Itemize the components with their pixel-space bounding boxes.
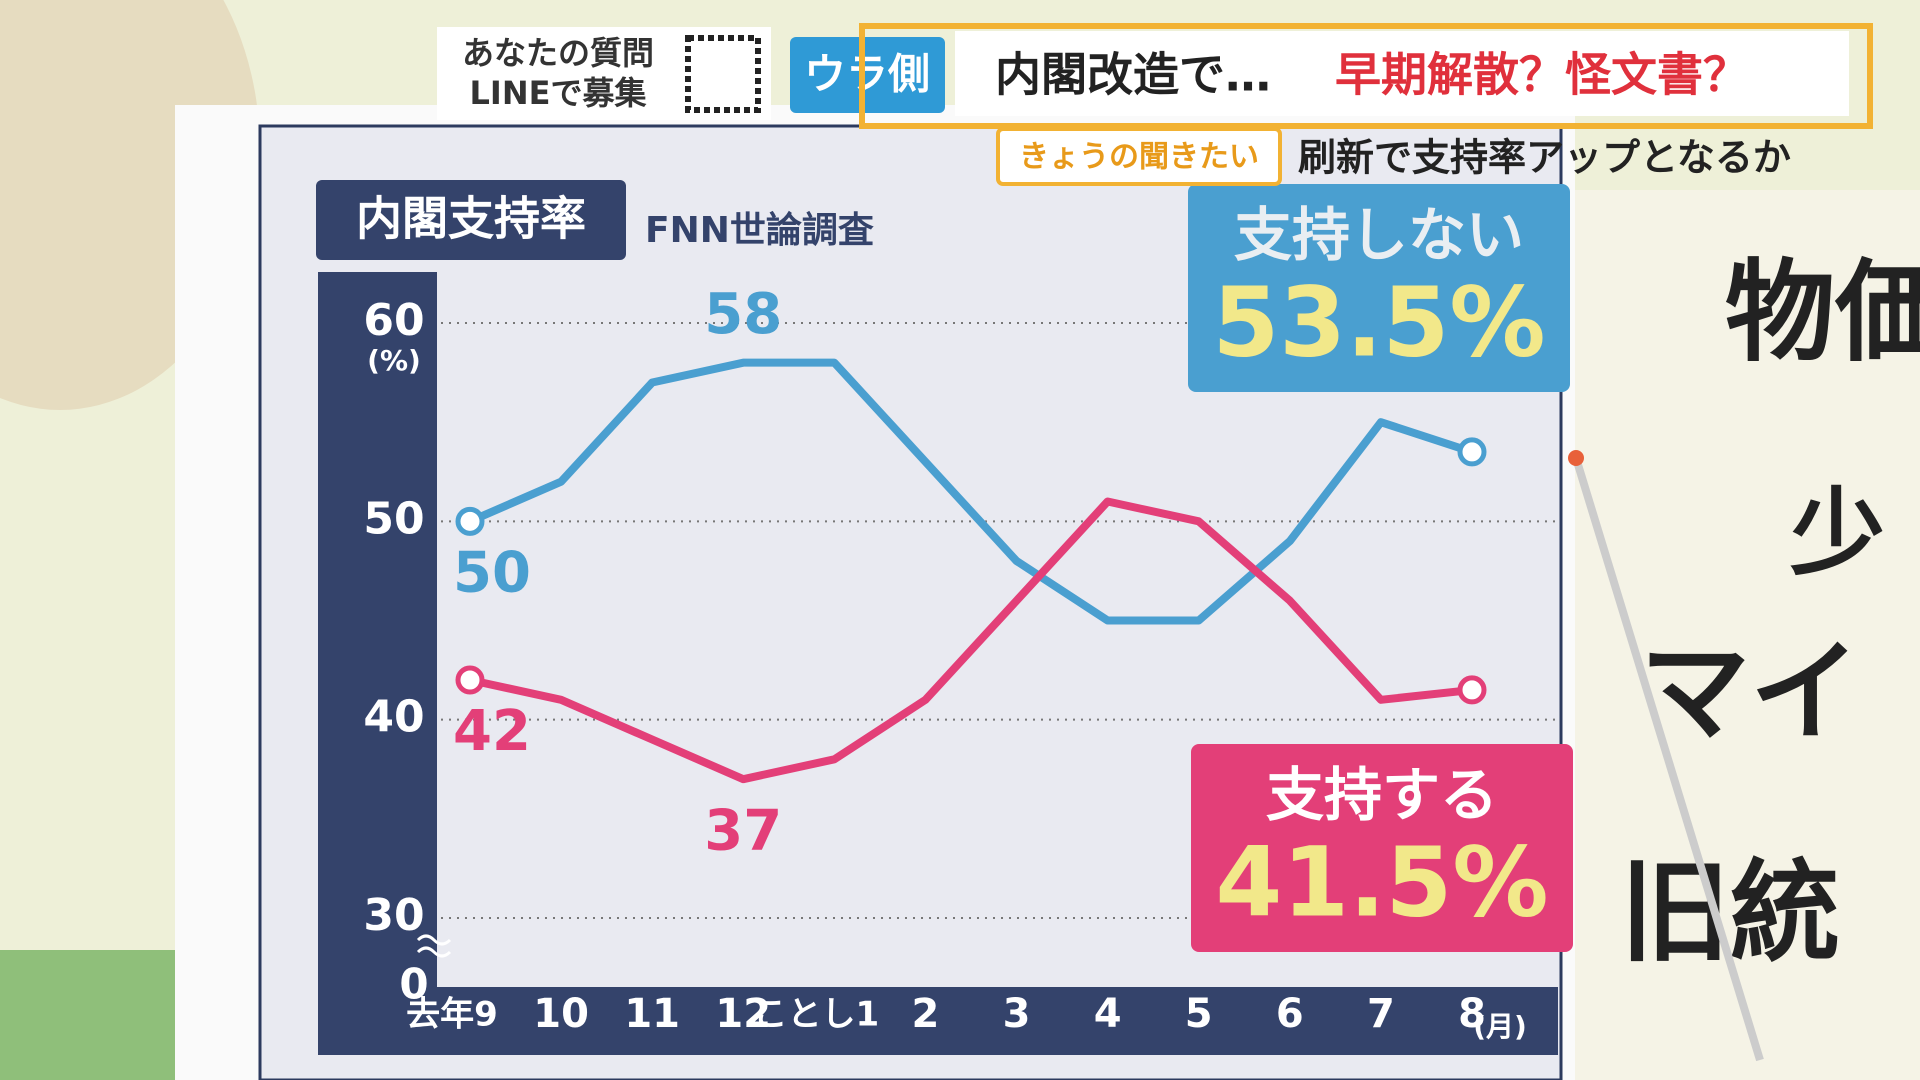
- x-tick-label: 去年9: [406, 995, 498, 1035]
- x-tick-label: 8: [1458, 991, 1486, 1037]
- board-text: 少: [1790, 479, 1885, 589]
- x-tick-label: 4: [1094, 991, 1122, 1037]
- point-marker: [458, 509, 482, 533]
- y-tick-label: 40: [363, 692, 424, 743]
- y-tick-label: 50: [363, 493, 424, 544]
- x-tick-label: 2: [912, 991, 940, 1037]
- chart-subtitle: FNN世論調査: [645, 210, 874, 251]
- pointer-tip: [1568, 450, 1584, 466]
- value-label: 37: [704, 798, 782, 863]
- headline: 内閣改造で…: [995, 48, 1271, 102]
- x-tick-label: 10: [533, 991, 589, 1037]
- y-tick-label: 30: [363, 890, 424, 941]
- legend-label: 支持しない: [1234, 201, 1524, 269]
- chart-title: 内閣支持率: [356, 192, 586, 246]
- x-tick-label: 3: [1003, 991, 1031, 1037]
- question-text: LINEで募集: [470, 74, 647, 112]
- tag: きょうの聞きたい: [1019, 140, 1259, 175]
- subheadline: 刷新で支持率アップとなるか: [1298, 136, 1791, 180]
- value-label: 50: [453, 540, 531, 605]
- x-tick-label: 6: [1276, 991, 1304, 1037]
- x-tick-label: 11: [624, 991, 680, 1037]
- value-label: 58: [704, 282, 782, 347]
- value-label: 42: [453, 699, 531, 764]
- value-label: 41.5%: [1215, 826, 1548, 938]
- board-text: マイ: [1640, 628, 1860, 756]
- value-label: 53.5%: [1212, 266, 1545, 378]
- point-marker: [458, 668, 482, 692]
- y-tick-label: 60: [363, 295, 424, 346]
- x-tick-label: ことし1: [754, 995, 880, 1035]
- point-marker: [1460, 678, 1484, 702]
- studio-decor: [0, 950, 200, 1080]
- qr-code: [688, 38, 758, 110]
- point-marker: [1460, 440, 1484, 464]
- legend-label: 支持する: [1266, 761, 1498, 829]
- x-tick-label: 7: [1367, 991, 1395, 1037]
- corner-label: ウラ側: [804, 50, 930, 99]
- headline-accent: 早期解散？怪文書？: [1335, 48, 1749, 102]
- y-unit: (%): [367, 344, 421, 377]
- x-tick-label: 5: [1185, 991, 1213, 1037]
- question-text: あなたの質問: [462, 34, 654, 72]
- board-text: 物価: [1725, 248, 1920, 376]
